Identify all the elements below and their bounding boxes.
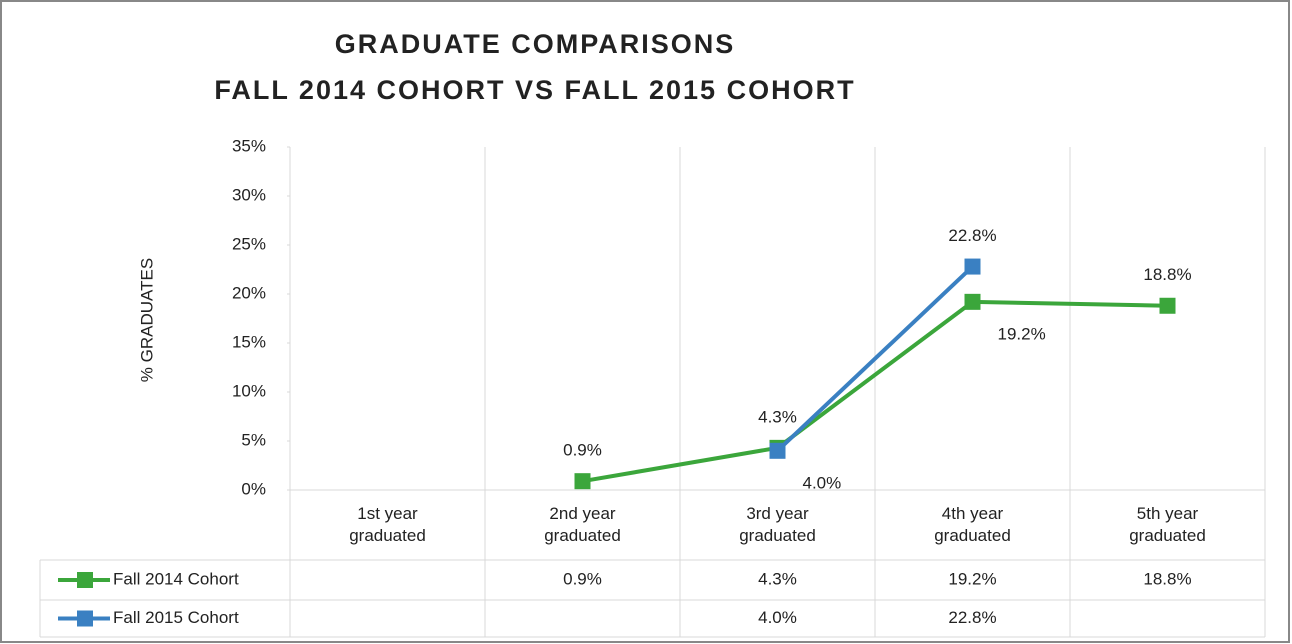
- data-label: 0.9%: [563, 441, 602, 460]
- table-cell: 19.2%: [948, 569, 996, 588]
- chart-title: GRADUATE COMPARISONS: [335, 29, 736, 59]
- y-tick-label: 5%: [241, 430, 266, 449]
- x-tick-label: 2nd year graduated: [544, 504, 621, 545]
- legend-marker: [77, 610, 93, 627]
- data-label: 22.8%: [948, 226, 996, 245]
- y-tick-label: 0%: [241, 479, 266, 498]
- y-tick-label: 20%: [232, 283, 266, 302]
- table-cell: 4.3%: [758, 569, 797, 588]
- x-tick-label: 3rd year graduated: [739, 504, 816, 545]
- marker: [964, 258, 981, 275]
- data-label: 4.3%: [758, 407, 797, 426]
- marker: [574, 473, 591, 490]
- x-tick-label: 4th year graduated: [934, 504, 1011, 545]
- legend-marker: [77, 572, 93, 588]
- data-label: 19.2%: [998, 324, 1046, 343]
- y-tick-label: 10%: [232, 381, 266, 400]
- x-tick-label: 1st year graduated: [349, 504, 426, 545]
- marker: [964, 293, 981, 310]
- marker: [1159, 297, 1176, 314]
- y-tick-label: 30%: [232, 185, 266, 204]
- marker: [769, 442, 786, 459]
- y-tick-label: 35%: [232, 136, 266, 155]
- series-line: [582, 299, 1168, 484]
- data-label: 18.8%: [1143, 265, 1191, 284]
- y-tick-label: 15%: [232, 332, 266, 351]
- data-label: 4.0%: [803, 473, 842, 492]
- y-tick-label: 25%: [232, 234, 266, 253]
- table-cell: 0.9%: [563, 569, 602, 588]
- x-tick-label: 5th year graduated: [1129, 504, 1206, 545]
- legend-label: Fall 2015 Cohort: [113, 608, 239, 627]
- series-line: [776, 265, 974, 453]
- table-cell: 4.0%: [758, 608, 797, 627]
- chart-subtitle: FALL 2014 COHORT VS FALL 2015 COHORT: [214, 75, 855, 105]
- legend-label: Fall 2014 Cohort: [113, 569, 239, 588]
- y-axis-label: % GRADUATES: [137, 258, 156, 382]
- table-cell: 22.8%: [948, 608, 996, 627]
- table-cell: 18.8%: [1143, 569, 1191, 588]
